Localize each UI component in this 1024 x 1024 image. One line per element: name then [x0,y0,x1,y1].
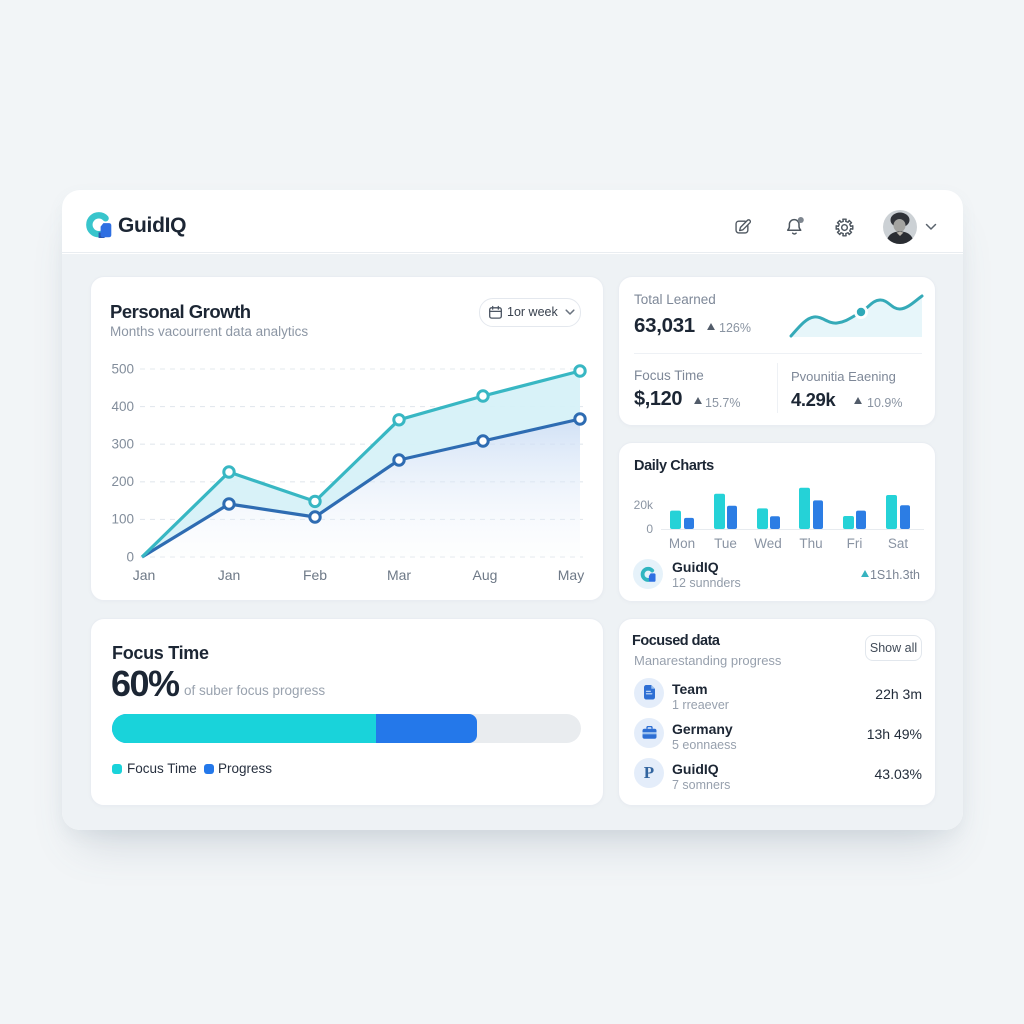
svg-text:Mon: Mon [669,536,695,551]
svg-text:May: May [558,567,584,583]
svg-text:Jan: Jan [218,567,241,583]
svg-text:300: 300 [111,437,134,452]
svg-text:Sat: Sat [888,536,909,551]
svg-text:500: 500 [111,362,134,377]
svg-text:400: 400 [111,399,134,414]
svg-text:Tue: Tue [714,536,737,551]
svg-text:Feb: Feb [303,567,327,583]
svg-text:Jan: Jan [133,567,156,583]
svg-text:Mar: Mar [387,567,411,583]
svg-text:0: 0 [646,522,653,536]
svg-text:Aug: Aug [473,567,498,583]
svg-text:200: 200 [111,474,134,489]
svg-text:Fri: Fri [847,536,863,551]
svg-text:100: 100 [111,512,134,527]
svg-text:Wed: Wed [754,536,782,551]
svg-text:20k: 20k [634,498,654,512]
svg-text:0: 0 [126,550,134,565]
svg-text:Thu: Thu [799,536,822,551]
